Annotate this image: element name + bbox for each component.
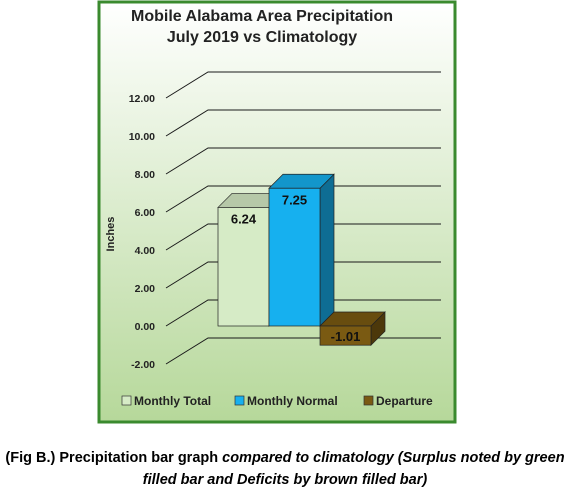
bar-side	[319, 173, 335, 327]
gridline	[165, 109, 441, 137]
chart-title: Mobile Alabama Area Precipitation	[131, 8, 393, 25]
bar-front	[319, 325, 372, 346]
gridline	[165, 185, 441, 213]
gridline	[165, 147, 441, 175]
chart-subtitle: July 2019 vs Climatology	[167, 29, 357, 46]
bar-front	[268, 187, 321, 327]
legend-swatch	[234, 395, 245, 406]
y-tick-label: 4.00	[135, 245, 156, 257]
data-label: 7.25	[282, 192, 307, 207]
chart: Mobile Alabama Area Precipitation July 2…	[97, 0, 457, 424]
y-tick-label: 0.00	[135, 321, 156, 333]
caption-lead: (Fig B.) Precipitation bar graph	[5, 450, 223, 466]
bar-departure: -1.01	[319, 311, 386, 347]
bar-monthly-normal: 7.25	[268, 173, 335, 327]
data-label: -1.01	[331, 329, 361, 344]
y-tick-label: 10.00	[129, 131, 155, 143]
legend: Monthly Total Monthly Normal Departure	[121, 394, 433, 408]
gridline	[165, 71, 441, 99]
bars: 6.24 7.25 -1.01	[217, 173, 386, 347]
y-tick-label: -2.00	[131, 359, 155, 371]
bar-front	[217, 207, 270, 327]
legend-label: Departure	[376, 394, 433, 408]
caption-italic: compared to climatology (Surplus noted b…	[142, 450, 565, 488]
gridline	[165, 261, 441, 289]
y-tick-label: 12.00	[129, 93, 155, 105]
gridline	[165, 223, 441, 251]
y-tick-labels: 12.00 10.00 8.00 6.00 4.00 2.00 0.00 -2.00	[129, 93, 155, 371]
y-axis-label: Inches	[105, 217, 117, 252]
y-tick-label: 8.00	[135, 169, 156, 181]
y-tick-label: 2.00	[135, 283, 156, 295]
legend-swatch	[363, 395, 374, 406]
legend-label: Monthly Normal	[247, 394, 338, 408]
y-tick-label: 6.00	[135, 207, 156, 219]
legend-swatch	[121, 395, 132, 406]
figure-caption: (Fig B.) Precipitation bar graph compare…	[0, 447, 570, 491]
gridline	[165, 299, 441, 327]
data-label: 6.24	[231, 211, 257, 226]
legend-label: Monthly Total	[134, 394, 211, 408]
